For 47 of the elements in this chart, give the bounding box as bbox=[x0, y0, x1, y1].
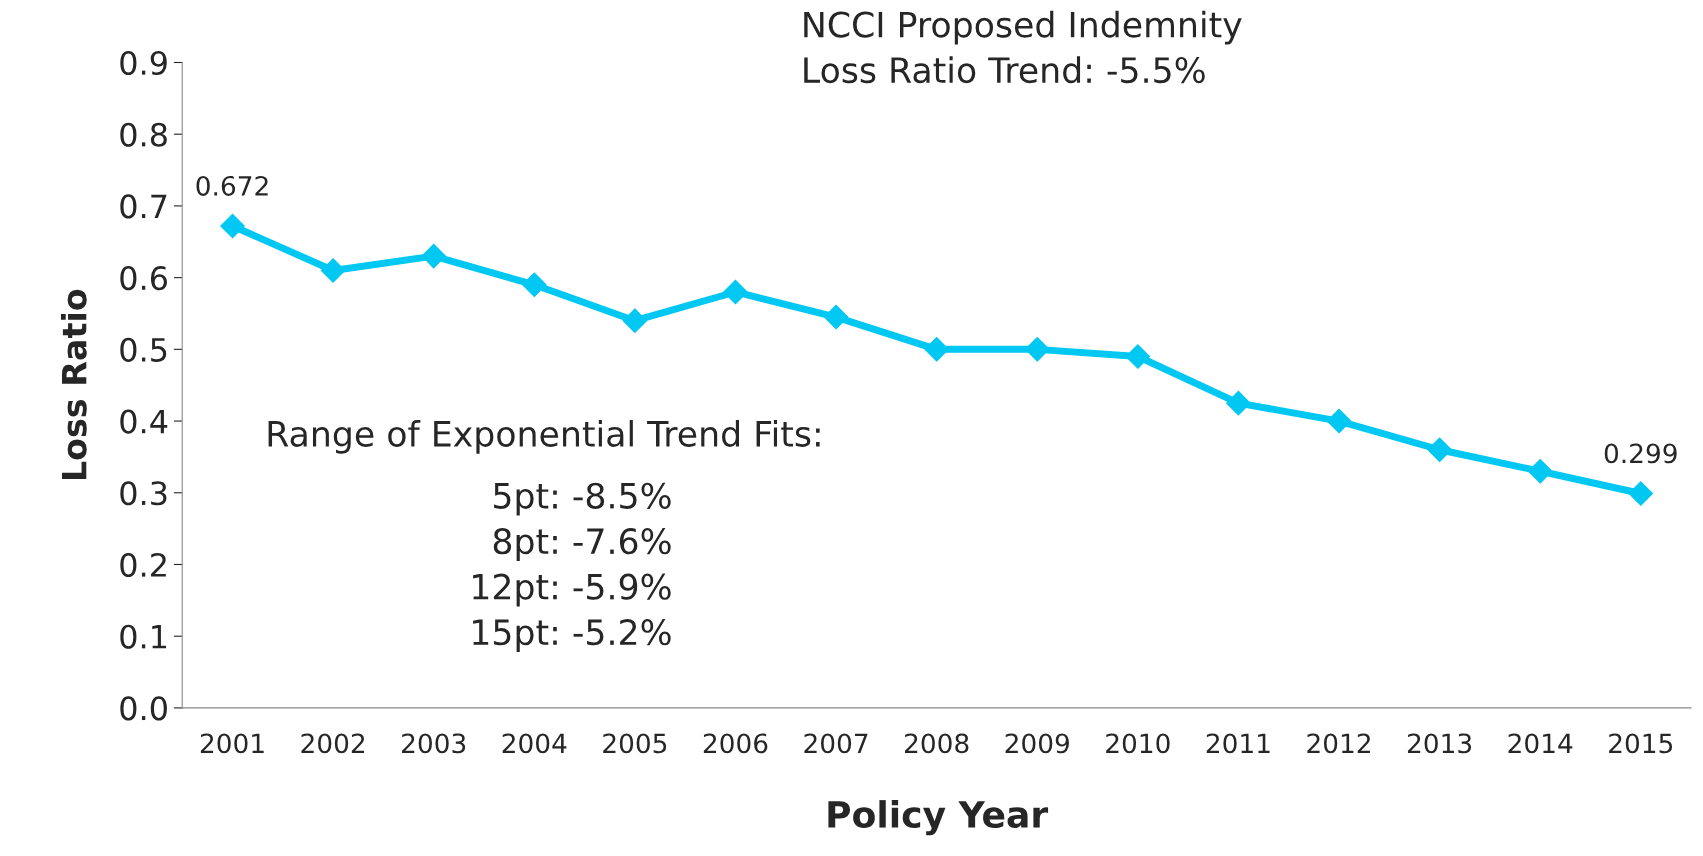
point bbox=[1024, 337, 1050, 362]
x-axis-title: Policy Year bbox=[828, 800, 1049, 836]
x-tick-label: 2013 bbox=[1407, 733, 1472, 754]
x-tick-label: 2004 bbox=[502, 733, 567, 754]
point bbox=[924, 337, 949, 362]
y-tick-label: 0.2 bbox=[120, 552, 166, 578]
y-tick-label: 0.8 bbox=[120, 122, 167, 147]
x-tick-label: 2015 bbox=[1609, 733, 1673, 754]
y-axis-title: Loss Ratio bbox=[60, 289, 87, 480]
y-tick-label: 0.1 bbox=[120, 624, 167, 649]
x-tick-label: 2007 bbox=[804, 733, 868, 754]
data-label: 0.299 bbox=[1604, 443, 1677, 464]
x-tick-label: 2011 bbox=[1206, 733, 1270, 754]
point bbox=[1427, 437, 1452, 463]
y-tick-label: 0.9 bbox=[120, 50, 167, 76]
x-tick-label: 2008 bbox=[905, 733, 969, 754]
annotation: 5pt: -8.5% 8pt: -7.6% 12pt: -5.9% 15pt: -5.2% bbox=[473, 482, 671, 653]
y-tick-label: 0.6 bbox=[120, 266, 168, 291]
x-tick-label: 2003 bbox=[402, 733, 466, 754]
point bbox=[1226, 390, 1251, 416]
point bbox=[1628, 481, 1654, 506]
x-tick-label: 2002 bbox=[301, 733, 365, 754]
y-tick-label: 0.7 bbox=[120, 194, 167, 219]
x-tick-label: 2001 bbox=[200, 733, 264, 754]
y-tick-label: 0.4 bbox=[120, 409, 168, 434]
point bbox=[1125, 344, 1151, 369]
point bbox=[320, 258, 346, 283]
point bbox=[723, 279, 748, 305]
annotation: NCCI Proposed Indemnity Loss Ratio Trend: -5.5% bbox=[804, 10, 1242, 84]
x-tick-label: 2006 bbox=[703, 733, 768, 754]
point bbox=[521, 272, 547, 298]
point bbox=[1527, 458, 1553, 484]
point bbox=[823, 304, 849, 330]
x-tick-label: 2005 bbox=[603, 733, 667, 754]
x-tick-label: 2014 bbox=[1508, 733, 1573, 754]
x-tick-label: 2010 bbox=[1106, 733, 1170, 754]
annotation: Range of Exponential Trend Fits: bbox=[268, 420, 820, 454]
y-tick-label: 0.5 bbox=[120, 337, 167, 362]
data-label: 0.672 bbox=[196, 175, 268, 196]
point bbox=[1326, 408, 1352, 434]
y-tick-label: 0.3 bbox=[120, 481, 167, 506]
point bbox=[421, 243, 446, 269]
x-tick-label: 2009 bbox=[1005, 733, 1069, 754]
x-tick-label: 2012 bbox=[1307, 733, 1370, 754]
point bbox=[220, 213, 245, 239]
point bbox=[622, 308, 648, 333]
y-tick-label: 0.0 bbox=[120, 696, 167, 721]
